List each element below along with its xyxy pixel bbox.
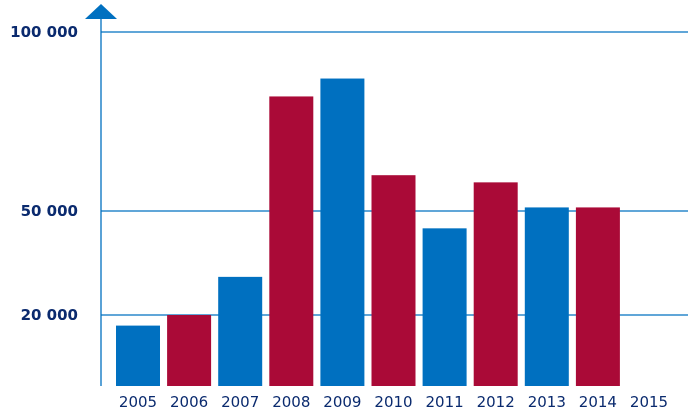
y-tick-label: 100 000 [10,23,78,41]
y-tick-label: 20 000 [21,306,78,324]
bar-2006 [167,315,212,386]
y-tick-label: 50 000 [21,202,78,220]
y-tick-labels: 20 000 50 000 100 000 [10,23,78,324]
bar-2007 [218,276,263,386]
x-tick-label: 2009 [323,393,361,409]
x-tick-labels: 2005 2006 2007 2008 2009 2010 2011 2012 2013 2014… [119,393,668,409]
x-tick-label: 2010 [374,393,412,409]
x-tick-label: 2008 [272,393,310,409]
x-tick-label: 2007 [221,393,259,409]
x-tick-label: 2014 [579,393,617,409]
x-tick-label: 2005 [119,393,157,409]
bar-2011 [422,228,467,386]
bars [116,78,620,386]
bar-2009 [320,78,365,386]
x-tick-label: 2006 [170,393,208,409]
bar-2014 [575,207,620,386]
bar-2008 [269,96,314,386]
bar-2010 [371,175,416,386]
bar-2012 [473,182,518,386]
y-axis-arrow-icon [85,4,117,19]
x-tick-label: 2013 [528,393,566,409]
x-tick-label: 2015 [630,393,668,409]
x-tick-label: 2012 [477,393,515,409]
bar-2005 [116,325,160,386]
x-tick-label: 2011 [426,393,464,409]
bar-2013 [524,207,569,386]
